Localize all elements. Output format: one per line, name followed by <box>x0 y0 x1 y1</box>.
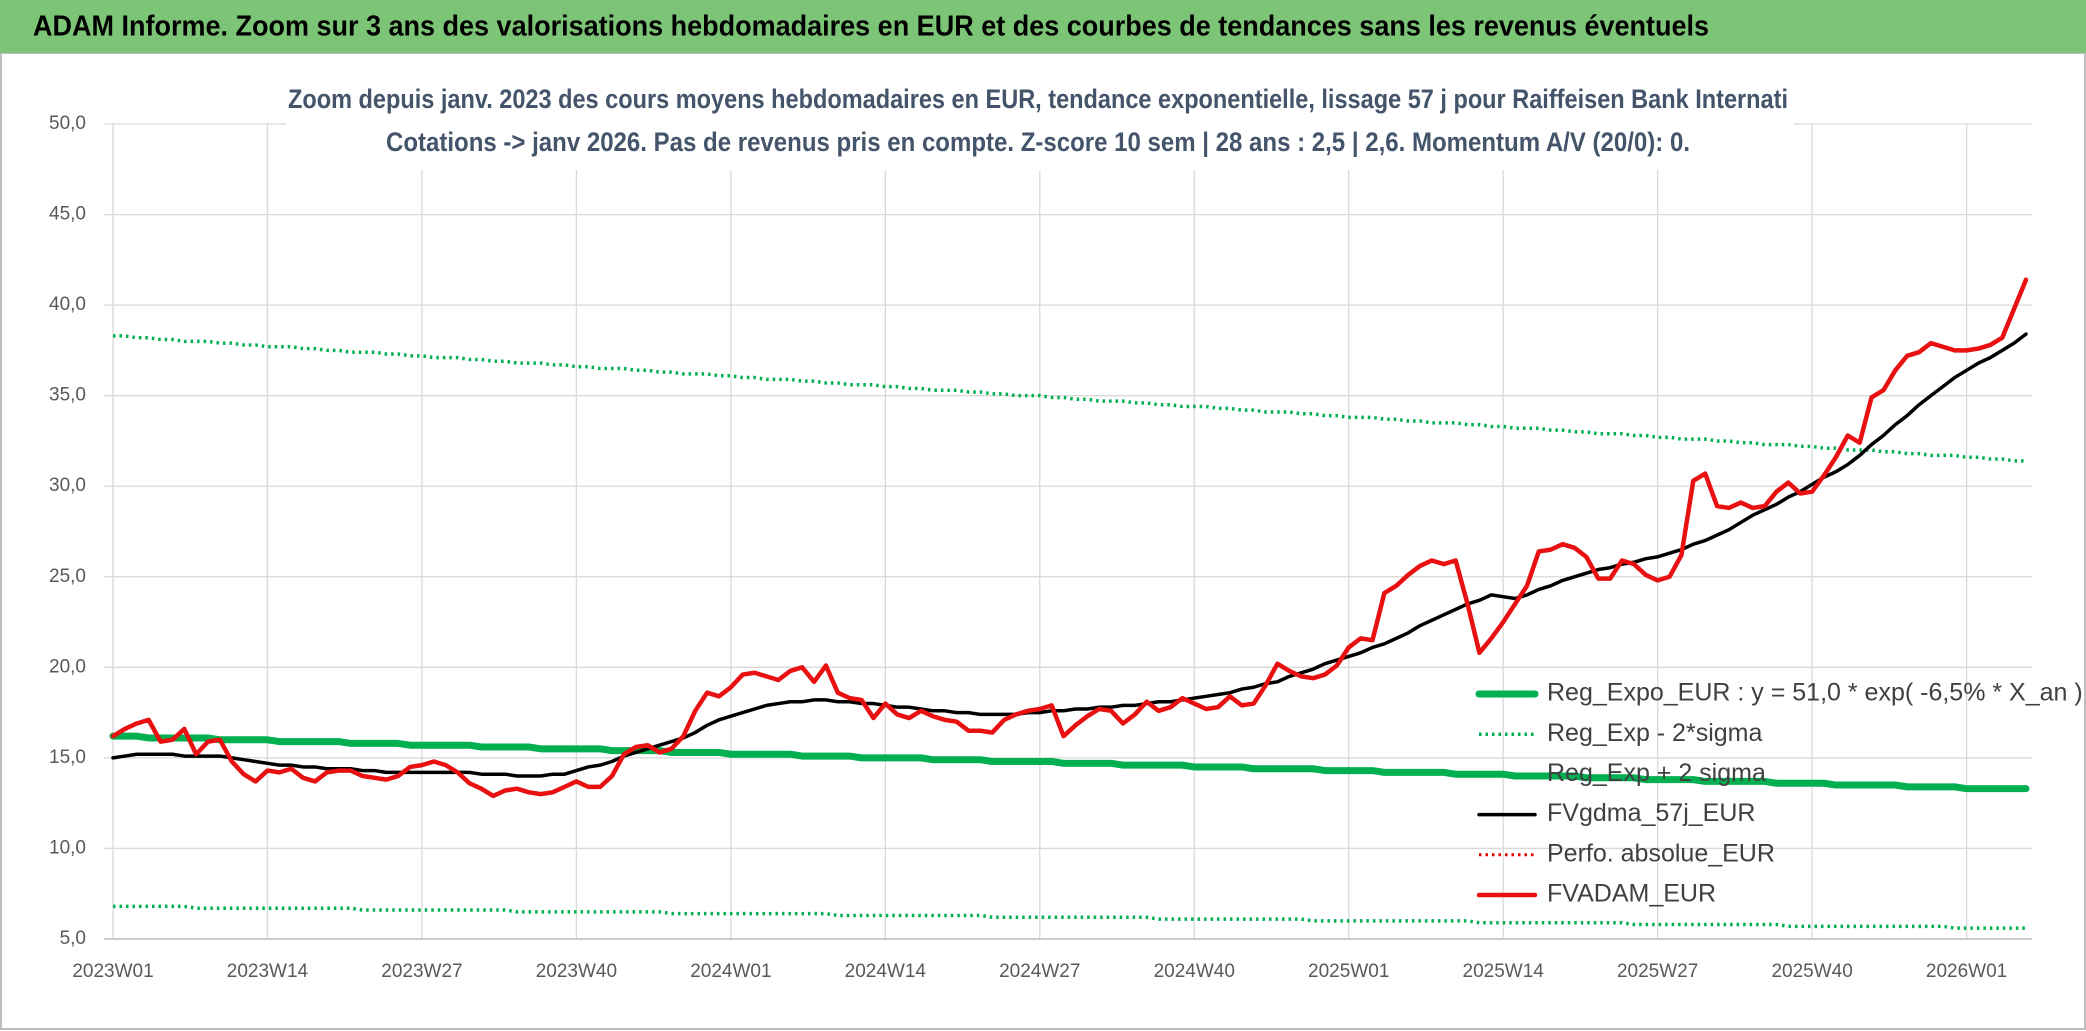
x-tick-label: 2024W27 <box>999 961 1080 982</box>
y-tick-label: 30,0 <box>49 475 86 496</box>
y-tick-label: 35,0 <box>49 385 86 406</box>
series-line <box>109 732 2030 793</box>
y-tick-label: 45,0 <box>49 204 86 225</box>
x-tick-label: 2023W40 <box>536 961 617 982</box>
x-tick-label: 2023W14 <box>227 961 309 982</box>
series-line <box>110 277 2029 799</box>
legend: Reg_Expo_EUR : y = 51,0 * exp( -6,5% * X… <box>1475 679 2083 908</box>
y-tick-label: 40,0 <box>49 294 86 315</box>
subtitle-background <box>286 78 1794 170</box>
chart-subtitle: Cotations -> janv 2026. Pas de revenus p… <box>386 127 1690 157</box>
y-tick-label: 15,0 <box>49 747 86 768</box>
legend-label: FVADAM_EUR <box>1547 880 1716 908</box>
x-tick-label: 2023W01 <box>72 961 153 982</box>
legend-label: Reg_Exp - 2*sigma <box>1547 719 1762 747</box>
x-tick-label: 2025W14 <box>1463 961 1545 982</box>
series-line <box>111 332 2028 778</box>
series-line <box>113 904 2026 930</box>
chart-title: ADAM Informe. Zoom sur 3 ans des valoris… <box>33 11 1709 43</box>
series-line <box>113 334 2026 463</box>
grid <box>104 123 2032 940</box>
legend-label: Reg_Expo_EUR : y = 51,0 * exp( -6,5% * X… <box>1547 679 2083 707</box>
y-tick-label: 20,0 <box>49 656 86 677</box>
plot-lines <box>109 277 2030 930</box>
x-tick-label: 2025W27 <box>1617 961 1698 982</box>
x-tick-label: 2024W40 <box>1154 961 1235 982</box>
legend-label: FVgdma_57j_EUR <box>1547 799 1755 827</box>
legend-label: Perfo. absolue_EUR <box>1547 839 1775 867</box>
y-tick-label: 10,0 <box>49 837 86 858</box>
x-tick-label: 2025W40 <box>1771 961 1852 982</box>
y-tick-label: 25,0 <box>49 566 86 587</box>
chart-subtitle: Zoom depuis janv. 2023 des cours moyens … <box>288 84 1788 114</box>
x-tick-label: 2026W01 <box>1926 961 2007 982</box>
x-tick-label: 2024W14 <box>845 961 927 982</box>
x-tick-label: 2023W27 <box>381 961 462 982</box>
y-tick-label: 5,0 <box>60 928 86 949</box>
legend-label: Reg_Exp + 2 sigma <box>1547 759 1766 787</box>
header-bar <box>0 0 2086 53</box>
y-tick-label: 50,0 <box>49 113 86 134</box>
x-tick-label: 2024W01 <box>690 961 771 982</box>
x-tick-label: 2025W01 <box>1308 961 1389 982</box>
